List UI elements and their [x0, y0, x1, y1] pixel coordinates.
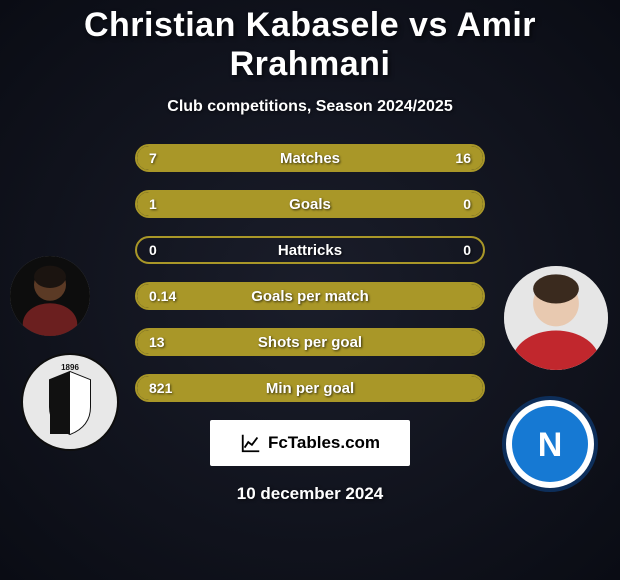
chart-icon [240, 432, 262, 454]
stat-row-text: 1Goals0 [137, 192, 483, 216]
stat-bar: 0Hattricks0 [135, 236, 485, 264]
stat-label: Shots per goal [137, 334, 483, 351]
club-crest-left: 1896 [20, 352, 120, 452]
stat-bar: 7Matches16 [135, 144, 485, 172]
player-left-avatar [10, 256, 90, 336]
stat-value-left: 821 [149, 380, 172, 396]
player-right-avatar [504, 266, 608, 370]
stat-row-text: 821Min per goal [137, 376, 483, 400]
svg-text:1896: 1896 [61, 363, 79, 372]
stat-row-text: 7Matches16 [137, 146, 483, 170]
stat-label: Min per goal [137, 380, 483, 397]
page-title: Christian Kabasele vs Amir Rrahmani [0, 0, 620, 84]
svg-text:N: N [538, 426, 563, 464]
stat-label: Goals per match [137, 288, 483, 305]
stat-value-left: 0.14 [149, 288, 176, 304]
stat-bar: 821Min per goal [135, 374, 485, 402]
subtitle: Club competitions, Season 2024/2025 [0, 98, 620, 116]
stat-row-text: 0Hattricks0 [137, 238, 483, 262]
stat-value-right: 0 [463, 242, 471, 258]
stat-label: Hattricks [137, 242, 483, 259]
stat-value-left: 7 [149, 150, 157, 166]
stat-value-left: 0 [149, 242, 157, 258]
stat-value-right: 16 [455, 150, 471, 166]
stat-label: Matches [137, 150, 483, 167]
stat-bar: 0.14Goals per match [135, 282, 485, 310]
stat-value-left: 13 [149, 334, 165, 350]
stat-value-left: 1 [149, 196, 157, 212]
brand-text: FcTables.com [268, 433, 380, 453]
brand-badge: FcTables.com [210, 420, 410, 466]
stat-row-text: 0.14Goals per match [137, 284, 483, 308]
comparison-panel: 1896 N 7Matches161Goals00Hattricks00.14G… [0, 144, 620, 504]
stat-value-right: 0 [463, 196, 471, 212]
stat-bar: 1Goals0 [135, 190, 485, 218]
club-crest-right: N [500, 394, 600, 494]
stat-bars: 7Matches161Goals00Hattricks00.14Goals pe… [135, 144, 485, 402]
stat-label: Goals [137, 196, 483, 213]
stat-row-text: 13Shots per goal [137, 330, 483, 354]
stat-bar: 13Shots per goal [135, 328, 485, 356]
